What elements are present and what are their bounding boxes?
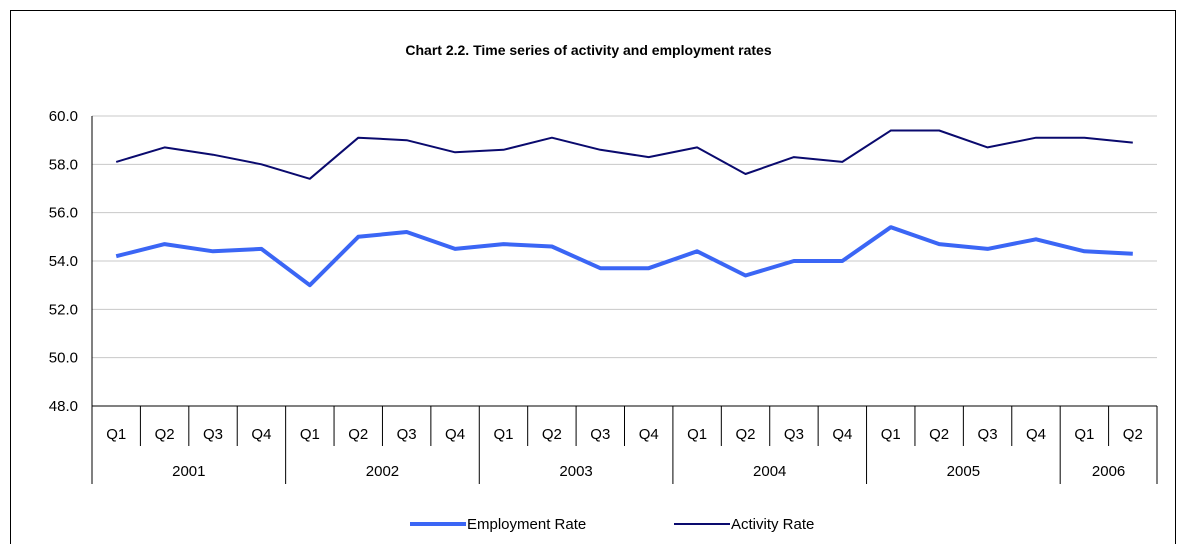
x-tick-label-quarter: Q2	[348, 426, 368, 443]
chart-title: Chart 2.2. Time series of activity and e…	[405, 42, 772, 58]
x-axis: Q1 Q2 Q3 Q4 Q1 Q2 Q3 Q4 Q1 Q2 Q3 Q4 Q1 Q2 Q3 Q4 Q1 Q2 Q3 Q4…	[91, 116, 1158, 484]
x-tick-label-quarter: Q3	[784, 426, 804, 443]
legend-label: Activity Rate	[731, 516, 814, 533]
y-tick-label: 54.0	[49, 253, 78, 270]
grid-layer	[92, 115, 1157, 407]
x-tick-label-quarter: Q4	[251, 426, 271, 443]
y-tick-label: 60.0	[49, 108, 78, 125]
x-tick-label-quarter: Q2	[542, 426, 562, 443]
x-tick-label-quarter: Q3	[590, 426, 610, 443]
y-tick-label: 56.0	[49, 205, 78, 222]
y-axis-ticks: 48.0 50.0 52.0 54.0 56.0 58.0 60.0	[49, 108, 78, 415]
x-tick-label-year: 2001	[172, 463, 205, 480]
x-tick-label-quarter: Q4	[639, 426, 659, 443]
series-layer	[115, 129, 1133, 288]
x-tick-label-quarter: Q4	[445, 426, 465, 443]
x-tick-label-quarter: Q4	[1026, 426, 1046, 443]
series-line-employment-rate	[115, 225, 1133, 288]
x-tick-label-year: 2003	[559, 463, 592, 480]
y-tick-label: 58.0	[49, 156, 78, 173]
x-tick-label-year: 2004	[753, 463, 786, 480]
series-line-activity-rate	[115, 129, 1133, 180]
x-tick-label-quarter: Q1	[1074, 426, 1094, 443]
y-tick-label: 50.0	[49, 350, 78, 367]
x-tick-label-quarter: Q1	[687, 426, 707, 443]
chart-frame	[10, 10, 1176, 544]
x-tick-label-quarter: Q3	[978, 426, 998, 443]
legend: Employment Rate Activity Rate	[410, 516, 814, 533]
x-tick-label-quarter: Q2	[929, 426, 949, 443]
x-tick-label-quarter: Q1	[300, 426, 320, 443]
x-tick-label-quarter: Q1	[881, 426, 901, 443]
x-tick-label-quarter: Q3	[203, 426, 223, 443]
x-tick-label-quarter: Q2	[1123, 426, 1143, 443]
x-tick-label-year: 2006	[1092, 463, 1125, 480]
x-tick-label-quarter: Q1	[106, 426, 126, 443]
x-tick-label-quarter: Q4	[832, 426, 852, 443]
x-tick-label-year: 2005	[947, 463, 980, 480]
x-tick-label-quarter: Q3	[397, 426, 417, 443]
x-tick-label-quarter: Q2	[155, 426, 175, 443]
y-tick-label: 52.0	[49, 301, 78, 318]
x-tick-label-quarter: Q1	[493, 426, 513, 443]
x-tick-label-year: 2002	[366, 463, 399, 480]
legend-label: Employment Rate	[467, 516, 586, 533]
y-tick-label: 48.0	[49, 398, 78, 415]
x-tick-label-quarter: Q2	[736, 426, 756, 443]
